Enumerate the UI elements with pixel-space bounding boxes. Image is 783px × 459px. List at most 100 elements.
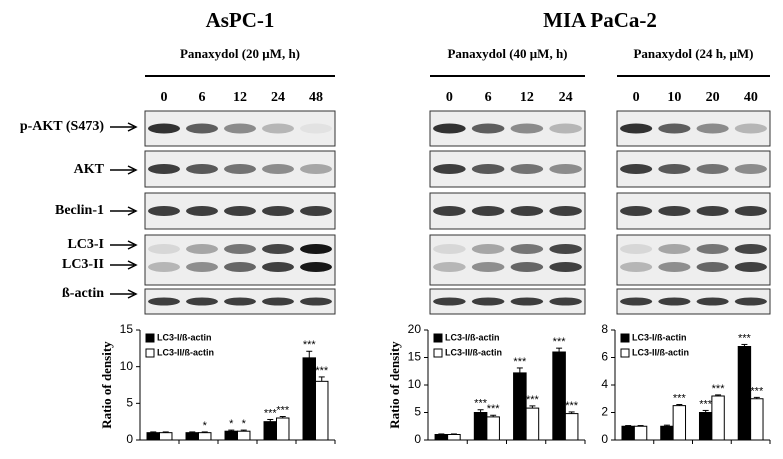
arrow-head xyxy=(127,260,138,270)
blot-band xyxy=(510,244,544,254)
legend-swatch xyxy=(145,348,155,358)
bar xyxy=(434,434,449,441)
blot xyxy=(144,110,336,147)
bar xyxy=(660,425,674,441)
blot-band xyxy=(433,164,466,174)
y-tick-label: 2 xyxy=(601,405,608,419)
bar xyxy=(750,398,764,441)
blot-band xyxy=(734,164,767,174)
lane-label: 40 xyxy=(744,90,758,105)
lane-label: 24 xyxy=(271,90,285,105)
lane-label: 12 xyxy=(233,90,247,105)
lane-label: 10 xyxy=(667,90,681,105)
blot-band xyxy=(658,206,691,216)
legend-label: LC3-I/ß-actin xyxy=(445,332,500,342)
y-tick-label: 6 xyxy=(601,350,608,364)
blot xyxy=(616,234,771,286)
blot-band xyxy=(262,164,294,174)
y-tick-label: 20 xyxy=(408,322,422,336)
legend-swatch xyxy=(145,333,155,343)
blot-band xyxy=(734,262,767,272)
significance: *** xyxy=(712,383,726,395)
blot-band xyxy=(300,262,332,272)
significance: *** xyxy=(264,407,278,419)
y-tick-label: 4 xyxy=(601,377,608,391)
blot-band xyxy=(734,206,767,216)
significance: *** xyxy=(553,336,567,348)
significance: * xyxy=(242,418,247,430)
bar xyxy=(146,432,161,441)
significance: * xyxy=(203,420,208,432)
blot-band xyxy=(620,164,653,174)
blot xyxy=(429,234,586,286)
row-label: ß-actin xyxy=(62,286,104,301)
significance: *** xyxy=(315,365,329,377)
blot-band xyxy=(186,262,218,272)
y-tick-label: 0 xyxy=(126,432,133,446)
legend-label: LC3-II/ß-actin xyxy=(157,347,214,357)
blot-band xyxy=(658,123,691,134)
treatment-label: Panaxydol (24 h, μM) xyxy=(633,46,753,61)
blot-band xyxy=(186,206,218,216)
legend-swatch xyxy=(433,348,443,358)
y-tick-label: 5 xyxy=(414,405,421,419)
blot-band xyxy=(224,262,256,272)
blot-band xyxy=(510,164,544,174)
treatment-label: Panaxydol (20 μM, h) xyxy=(180,46,300,61)
y-tick-label: 15 xyxy=(408,350,422,364)
blot-band xyxy=(658,244,691,254)
blot-band xyxy=(224,206,256,216)
blot-band xyxy=(186,123,218,134)
lane-label: 0 xyxy=(161,90,168,105)
row-label: LC3-II xyxy=(62,257,104,272)
significance: *** xyxy=(738,332,752,344)
blot-band xyxy=(734,244,767,254)
blot-band xyxy=(262,262,294,272)
bar xyxy=(711,395,725,441)
blot-band xyxy=(696,244,729,254)
legend-swatch xyxy=(620,348,630,358)
significance: *** xyxy=(673,392,687,404)
treatment-label: Panaxydol (40 μM, h) xyxy=(447,46,567,61)
blot-band xyxy=(471,244,505,254)
significance: *** xyxy=(474,398,488,410)
lane-label: 48 xyxy=(309,90,323,105)
blot-band xyxy=(510,206,544,216)
blot-band xyxy=(620,244,653,254)
blot-band xyxy=(148,206,180,216)
blot-band xyxy=(734,297,767,306)
blot-band xyxy=(471,123,505,134)
lane-label: 6 xyxy=(485,90,492,105)
blot-band xyxy=(549,244,582,254)
arrow-head xyxy=(127,240,138,250)
blot-band xyxy=(510,297,544,306)
significance: *** xyxy=(276,404,290,416)
blot-band xyxy=(186,164,218,174)
bar xyxy=(185,432,200,441)
bar xyxy=(237,430,251,441)
blot-band xyxy=(620,262,653,272)
blot-band xyxy=(549,164,582,174)
blot-band xyxy=(433,244,466,254)
blot-band xyxy=(471,262,505,272)
blot-band xyxy=(300,206,332,216)
arrow-head xyxy=(127,206,138,216)
blot-band xyxy=(471,297,505,306)
legend-label: LC3-I/ß-actin xyxy=(632,332,687,342)
significance: *** xyxy=(526,394,540,406)
y-tick-label: 15 xyxy=(120,322,134,336)
significance: *** xyxy=(699,398,713,410)
row-label: Beclin-1 xyxy=(55,203,104,218)
blot-band xyxy=(148,262,180,272)
y-tick-label: 10 xyxy=(120,359,134,373)
blot-band xyxy=(658,262,691,272)
y-tick-label: 8 xyxy=(601,322,608,336)
cell-line-title: AsPC-1 xyxy=(206,8,275,32)
blot-band xyxy=(549,262,582,272)
y-tick-label: 10 xyxy=(408,377,422,391)
arrow-head xyxy=(127,289,138,299)
lane-label: 0 xyxy=(633,90,640,105)
blot-band xyxy=(549,206,582,216)
blot-band xyxy=(471,206,505,216)
